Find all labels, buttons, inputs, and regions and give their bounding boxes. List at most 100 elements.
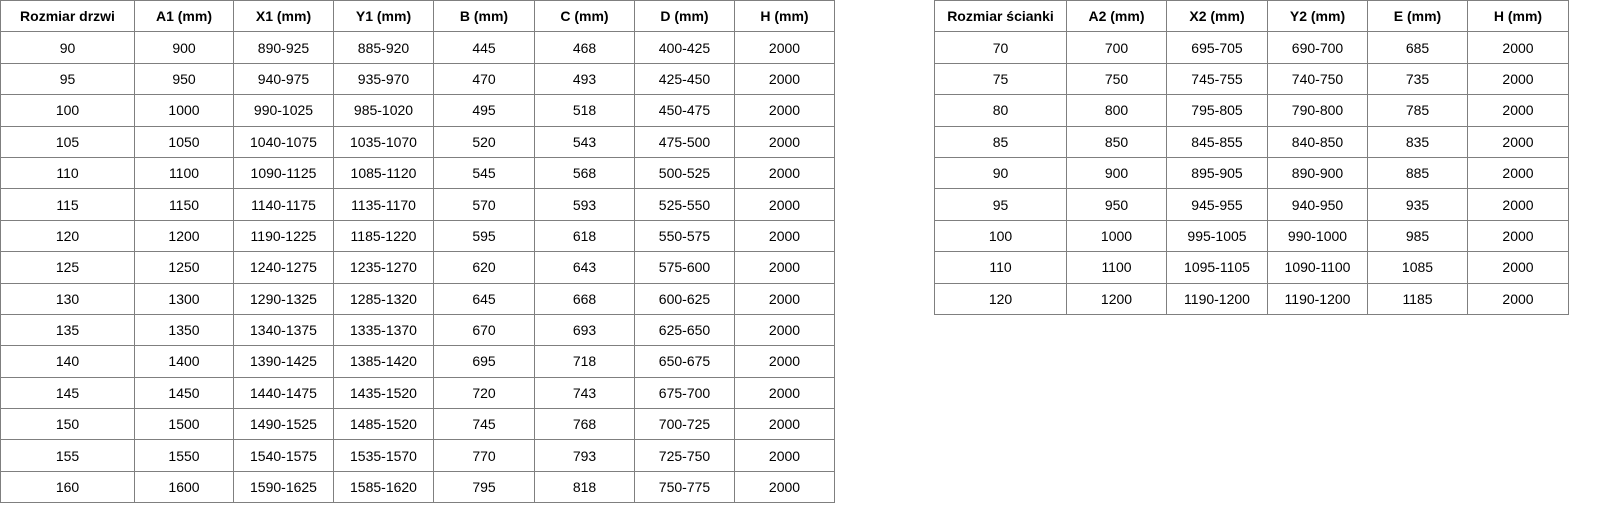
table-cell: 125 bbox=[0, 251, 135, 284]
table-cell: 700-725 bbox=[634, 408, 735, 441]
table-cell: 793 bbox=[534, 439, 635, 472]
table-cell: 520 bbox=[433, 125, 535, 158]
table-cell: 85 bbox=[934, 125, 1067, 158]
table-cell: 935-970 bbox=[333, 62, 434, 96]
table-row: 95 950 945-955 940-950 935 2000 bbox=[934, 188, 1569, 221]
table-cell: 105 bbox=[0, 125, 135, 158]
table-row: 130 1300 1290-1325 1285-1320 645 668 600-625 20… bbox=[0, 282, 835, 315]
table-row: 155 1550 1540-1575 1535-1570 770 793 725-750 20… bbox=[0, 439, 835, 472]
table-cell: 690-700 bbox=[1267, 31, 1368, 64]
table-cell: 1440-1475 bbox=[233, 376, 334, 410]
table-cell: 130 bbox=[0, 282, 135, 315]
table-cell: 2000 bbox=[734, 125, 835, 158]
table-cell: 835 bbox=[1367, 125, 1468, 158]
column-header: D (mm) bbox=[634, 0, 735, 33]
table-cell: 890-900 bbox=[1267, 156, 1368, 190]
table-cell: 575-600 bbox=[634, 251, 735, 284]
table-cell: 990-1025 bbox=[233, 94, 334, 127]
table-cell: 2000 bbox=[734, 439, 835, 472]
table-cell: 650-675 bbox=[634, 345, 735, 378]
table-cell: 645 bbox=[433, 282, 535, 315]
table-cell: 1400 bbox=[134, 345, 234, 378]
table-cell: 1300 bbox=[134, 282, 234, 315]
table-cell: 768 bbox=[534, 408, 635, 441]
table-row: 120 1200 1190-1225 1185-1220 595 618 550-575 20… bbox=[0, 219, 835, 253]
table-cell: 600-625 bbox=[634, 282, 735, 315]
table-cell: 785 bbox=[1367, 94, 1468, 127]
table-cell: 2000 bbox=[734, 219, 835, 253]
table-cell: 425-450 bbox=[634, 62, 735, 96]
table-cell: 1485-1520 bbox=[333, 408, 434, 441]
table-cell: 160 bbox=[0, 470, 135, 504]
table-cell: 2000 bbox=[1467, 125, 1569, 158]
table-cell: 940-950 bbox=[1267, 188, 1368, 221]
table-cell: 495 bbox=[433, 94, 535, 127]
table-cell: 2000 bbox=[734, 31, 835, 64]
table-cell: 1500 bbox=[134, 408, 234, 441]
table-cell: 2000 bbox=[1467, 282, 1569, 315]
column-header: Rozmiar drzwi bbox=[0, 0, 135, 33]
table-cell: 2000 bbox=[734, 62, 835, 96]
table-cell: 1340-1375 bbox=[233, 313, 334, 347]
table-cell: 890-925 bbox=[233, 31, 334, 64]
table-cell: 2000 bbox=[734, 345, 835, 378]
table-cell: 2000 bbox=[734, 251, 835, 284]
table-cell: 850 bbox=[1066, 125, 1167, 158]
table-cell: 525-550 bbox=[634, 188, 735, 221]
table-cell: 2000 bbox=[734, 376, 835, 410]
column-header: Rozmiar ścianki bbox=[934, 0, 1067, 33]
table-cell: 643 bbox=[534, 251, 635, 284]
table-cell: 885-920 bbox=[333, 31, 434, 64]
table-cell: 593 bbox=[534, 188, 635, 221]
column-header: H (mm) bbox=[1467, 0, 1569, 33]
table-cell: 695 bbox=[433, 345, 535, 378]
table-row: 100 1000 995-1005 990-1000 985 2000 bbox=[934, 219, 1569, 253]
table-cell: 75 bbox=[934, 62, 1067, 96]
table-row: 75 750 745-755 740-750 735 2000 bbox=[934, 62, 1569, 96]
table-cell: 95 bbox=[934, 188, 1067, 221]
table-cell: 1535-1570 bbox=[333, 439, 434, 472]
table-cell: 1185 bbox=[1367, 282, 1468, 315]
table-cell: 518 bbox=[534, 94, 635, 127]
table-cell: 1585-1620 bbox=[333, 470, 434, 504]
table-cell: 1185-1220 bbox=[333, 219, 434, 253]
table-cell: 795-805 bbox=[1166, 94, 1268, 127]
table-cell: 1190-1200 bbox=[1267, 282, 1368, 315]
table-cell: 1050 bbox=[134, 125, 234, 158]
table-cell: 740-750 bbox=[1267, 62, 1368, 96]
table-cell: 1550 bbox=[134, 439, 234, 472]
table-cell: 2000 bbox=[734, 408, 835, 441]
table-cell: 2000 bbox=[734, 94, 835, 127]
table-cell: 110 bbox=[0, 156, 135, 190]
table-cell: 795 bbox=[433, 470, 535, 504]
table-cell: 120 bbox=[934, 282, 1067, 315]
table-cell: 1085 bbox=[1367, 251, 1468, 284]
table-cell: 140 bbox=[0, 345, 135, 378]
table-row: 140 1400 1390-1425 1385-1420 695 718 650-675 20… bbox=[0, 345, 835, 378]
table-cell: 700 bbox=[1066, 31, 1167, 64]
table-cell: 685 bbox=[1367, 31, 1468, 64]
table-cell: 2000 bbox=[1467, 31, 1569, 64]
table-cell: 1090-1100 bbox=[1267, 251, 1368, 284]
table-cell: 2000 bbox=[734, 313, 835, 347]
table-cell: 1135-1170 bbox=[333, 188, 434, 221]
door-size-table: Rozmiar drzwi A1 (mm) X1 (mm) Y1 (mm) B (mm)… bbox=[0, 0, 835, 504]
table-cell: 720 bbox=[433, 376, 535, 410]
table-cell: 950 bbox=[134, 62, 234, 96]
table-cell: 1190-1200 bbox=[1166, 282, 1268, 315]
table-cell: 935 bbox=[1367, 188, 1468, 221]
table-cell: 550-575 bbox=[634, 219, 735, 253]
table-cell: 620 bbox=[433, 251, 535, 284]
table-cell: 1540-1575 bbox=[233, 439, 334, 472]
table-cell: 400-425 bbox=[634, 31, 735, 64]
table-cell: 90 bbox=[934, 156, 1067, 190]
table-cell: 725-750 bbox=[634, 439, 735, 472]
table-cell: 445 bbox=[433, 31, 535, 64]
table-cell: 2000 bbox=[734, 282, 835, 315]
table-cell: 695-705 bbox=[1166, 31, 1268, 64]
table-cell: 1390-1425 bbox=[233, 345, 334, 378]
table-cell: 895-905 bbox=[1166, 156, 1268, 190]
table-cell: 1385-1420 bbox=[333, 345, 434, 378]
table-cell: 2000 bbox=[734, 156, 835, 190]
header-row: Rozmiar drzwi A1 (mm) X1 (mm) Y1 (mm) B (mm)… bbox=[0, 0, 835, 33]
